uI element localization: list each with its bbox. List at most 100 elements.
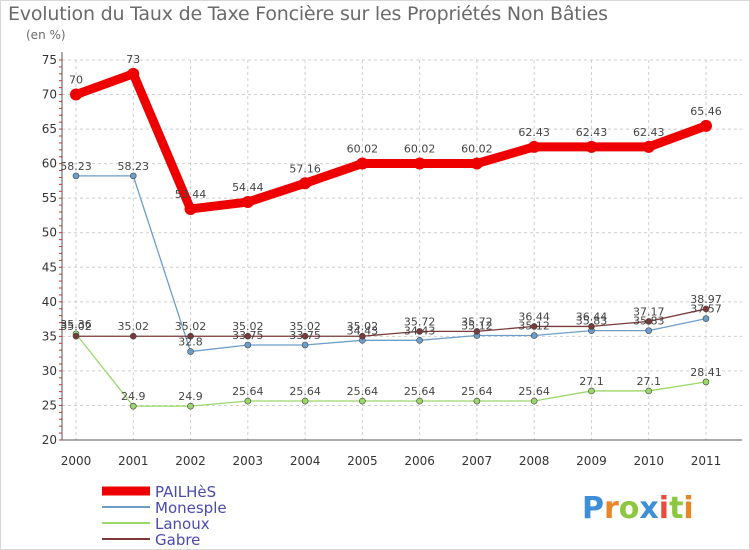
- series-lanoux: [72, 330, 710, 410]
- x-tick-label: 2009: [576, 454, 607, 468]
- data-point: [642, 140, 655, 153]
- series-gabre: [72, 305, 710, 340]
- data-point: [530, 397, 538, 405]
- data-point: [645, 327, 653, 334]
- series-line: [71, 69, 711, 214]
- data-point: [700, 119, 712, 132]
- x-tick-label: 2005: [347, 454, 378, 468]
- y-tick-label: 70: [42, 88, 57, 102]
- series-line: [75, 175, 707, 353]
- data-label: 33.75: [232, 329, 264, 342]
- data-label: 36.44: [576, 310, 608, 323]
- data-label: 32.8: [178, 336, 203, 349]
- data-label: 35.02: [347, 320, 379, 333]
- data-label: 35.72: [461, 315, 493, 328]
- data-point: [241, 196, 254, 209]
- y-tick-label: 50: [42, 226, 57, 240]
- data-label: 25.64: [518, 385, 550, 398]
- series-pailh-s: [70, 67, 712, 215]
- data-point: [301, 341, 309, 349]
- axes: 20 25 30 35 40 45 50 55 60 65 70 75 2000 2001 2002 2003…: [42, 52, 742, 468]
- x-tick-label: 2011: [691, 454, 722, 468]
- data-label: 34.43: [347, 324, 379, 337]
- data-label: 25.64: [289, 385, 321, 398]
- data-label: 35.83: [633, 315, 665, 328]
- y-tick-label: 35: [42, 329, 57, 343]
- x-tick-label: 2002: [175, 454, 206, 468]
- data-label: 35.02: [289, 320, 321, 333]
- data-label: 65.46: [690, 105, 722, 118]
- data-label: 60.02: [404, 142, 436, 155]
- data-point: [530, 323, 538, 330]
- data-point: [470, 157, 483, 170]
- data-label: 28.41: [690, 366, 722, 379]
- data-label: 53.44: [175, 188, 207, 201]
- x-tick-label: 2007: [462, 454, 493, 468]
- data-label: 24.9: [121, 390, 146, 403]
- legend-label: PAILHèS: [155, 483, 216, 501]
- data-point: [702, 305, 710, 313]
- data-label: 35.12: [518, 320, 550, 333]
- data-label: 27.1: [636, 375, 661, 388]
- chart-title: Evolution du Taux de Taxe Foncière sur l…: [8, 3, 608, 25]
- svg-text:Proxiti: Proxiti: [582, 491, 694, 526]
- data-label: 35.12: [461, 320, 493, 333]
- x-tick-label: 2001: [118, 454, 149, 468]
- data-point: [416, 397, 423, 405]
- x-tick-label: 2010: [633, 454, 664, 468]
- data-label: 62.43: [576, 126, 608, 139]
- y-tick-label: 40: [42, 295, 57, 309]
- data-point: [129, 402, 137, 410]
- data-point: [585, 140, 598, 153]
- data-label: 38.97: [690, 293, 722, 306]
- x-tick-label: 2000: [61, 454, 92, 468]
- data-point: [588, 387, 595, 395]
- data-point: [413, 157, 426, 170]
- data-label: 60.02: [347, 142, 379, 155]
- series-layer: [70, 67, 712, 410]
- data-label: 25.64: [232, 385, 264, 398]
- data-point: [244, 397, 252, 405]
- data-label: 25.64: [461, 385, 493, 398]
- data-point: [416, 328, 423, 335]
- data-label: 24.9: [178, 390, 203, 403]
- data-point: [588, 323, 595, 330]
- series-line: [75, 333, 707, 407]
- y-tick-label: 65: [42, 122, 57, 136]
- data-label: 27.1: [579, 375, 604, 388]
- data-label: 60.02: [461, 142, 493, 155]
- data-label: 37.17: [633, 305, 665, 318]
- data-point: [244, 341, 252, 349]
- y-tick-label: 75: [42, 53, 57, 67]
- data-point: [187, 332, 194, 340]
- data-label: 25.64: [404, 385, 436, 398]
- proxiti-logo: Proxiti: [582, 491, 694, 526]
- y-tick-label: 60: [42, 157, 57, 171]
- data-label: 25.64: [347, 385, 379, 398]
- y-tick-label: 30: [42, 364, 57, 378]
- data-point: [530, 332, 538, 339]
- data-point: [473, 328, 481, 335]
- data-label: 35.36: [60, 318, 92, 331]
- data-label: 62.43: [633, 126, 665, 139]
- data-point: [127, 67, 140, 80]
- data-point: [72, 172, 80, 180]
- data-point: [416, 337, 423, 344]
- legend-label: Lanoux: [155, 515, 210, 533]
- series-line: [75, 308, 707, 337]
- data-point: [70, 88, 82, 101]
- data-point: [645, 318, 653, 325]
- data-label: 54.44: [232, 181, 264, 194]
- y-unit-label: (en %): [26, 28, 66, 42]
- data-label: 35.02: [232, 320, 264, 333]
- data-point: [129, 172, 137, 180]
- data-point: [129, 332, 137, 340]
- data-label: 62.43: [518, 126, 550, 139]
- data-point: [645, 387, 653, 395]
- data-point: [702, 315, 710, 322]
- y-tick-label: 25: [42, 398, 57, 412]
- data-point: [301, 397, 309, 405]
- data-label: 33.75: [289, 329, 321, 342]
